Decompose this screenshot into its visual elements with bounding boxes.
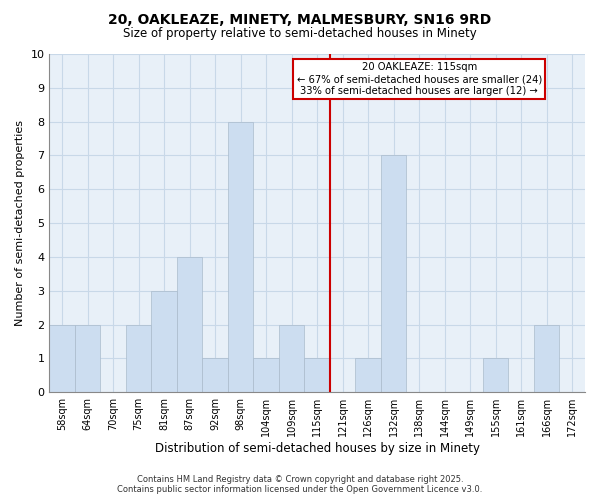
Bar bbox=[75, 324, 100, 392]
Bar bbox=[355, 358, 381, 392]
Text: Size of property relative to semi-detached houses in Minety: Size of property relative to semi-detach… bbox=[123, 28, 477, 40]
Y-axis label: Number of semi-detached properties: Number of semi-detached properties bbox=[15, 120, 25, 326]
Bar bbox=[534, 324, 559, 392]
Bar bbox=[126, 324, 151, 392]
Text: 20 OAKLEAZE: 115sqm
← 67% of semi-detached houses are smaller (24)
33% of semi-d: 20 OAKLEAZE: 115sqm ← 67% of semi-detach… bbox=[296, 62, 542, 96]
Bar bbox=[151, 290, 177, 392]
Bar bbox=[381, 156, 406, 392]
Text: 20, OAKLEAZE, MINETY, MALMESBURY, SN16 9RD: 20, OAKLEAZE, MINETY, MALMESBURY, SN16 9… bbox=[109, 12, 491, 26]
Bar bbox=[177, 257, 202, 392]
Bar bbox=[304, 358, 330, 392]
Bar bbox=[228, 122, 253, 392]
Bar bbox=[279, 324, 304, 392]
X-axis label: Distribution of semi-detached houses by size in Minety: Distribution of semi-detached houses by … bbox=[155, 442, 480, 455]
Bar bbox=[202, 358, 228, 392]
Bar bbox=[253, 358, 279, 392]
Bar bbox=[483, 358, 508, 392]
Text: Contains HM Land Registry data © Crown copyright and database right 2025.
Contai: Contains HM Land Registry data © Crown c… bbox=[118, 474, 482, 494]
Bar bbox=[49, 324, 75, 392]
